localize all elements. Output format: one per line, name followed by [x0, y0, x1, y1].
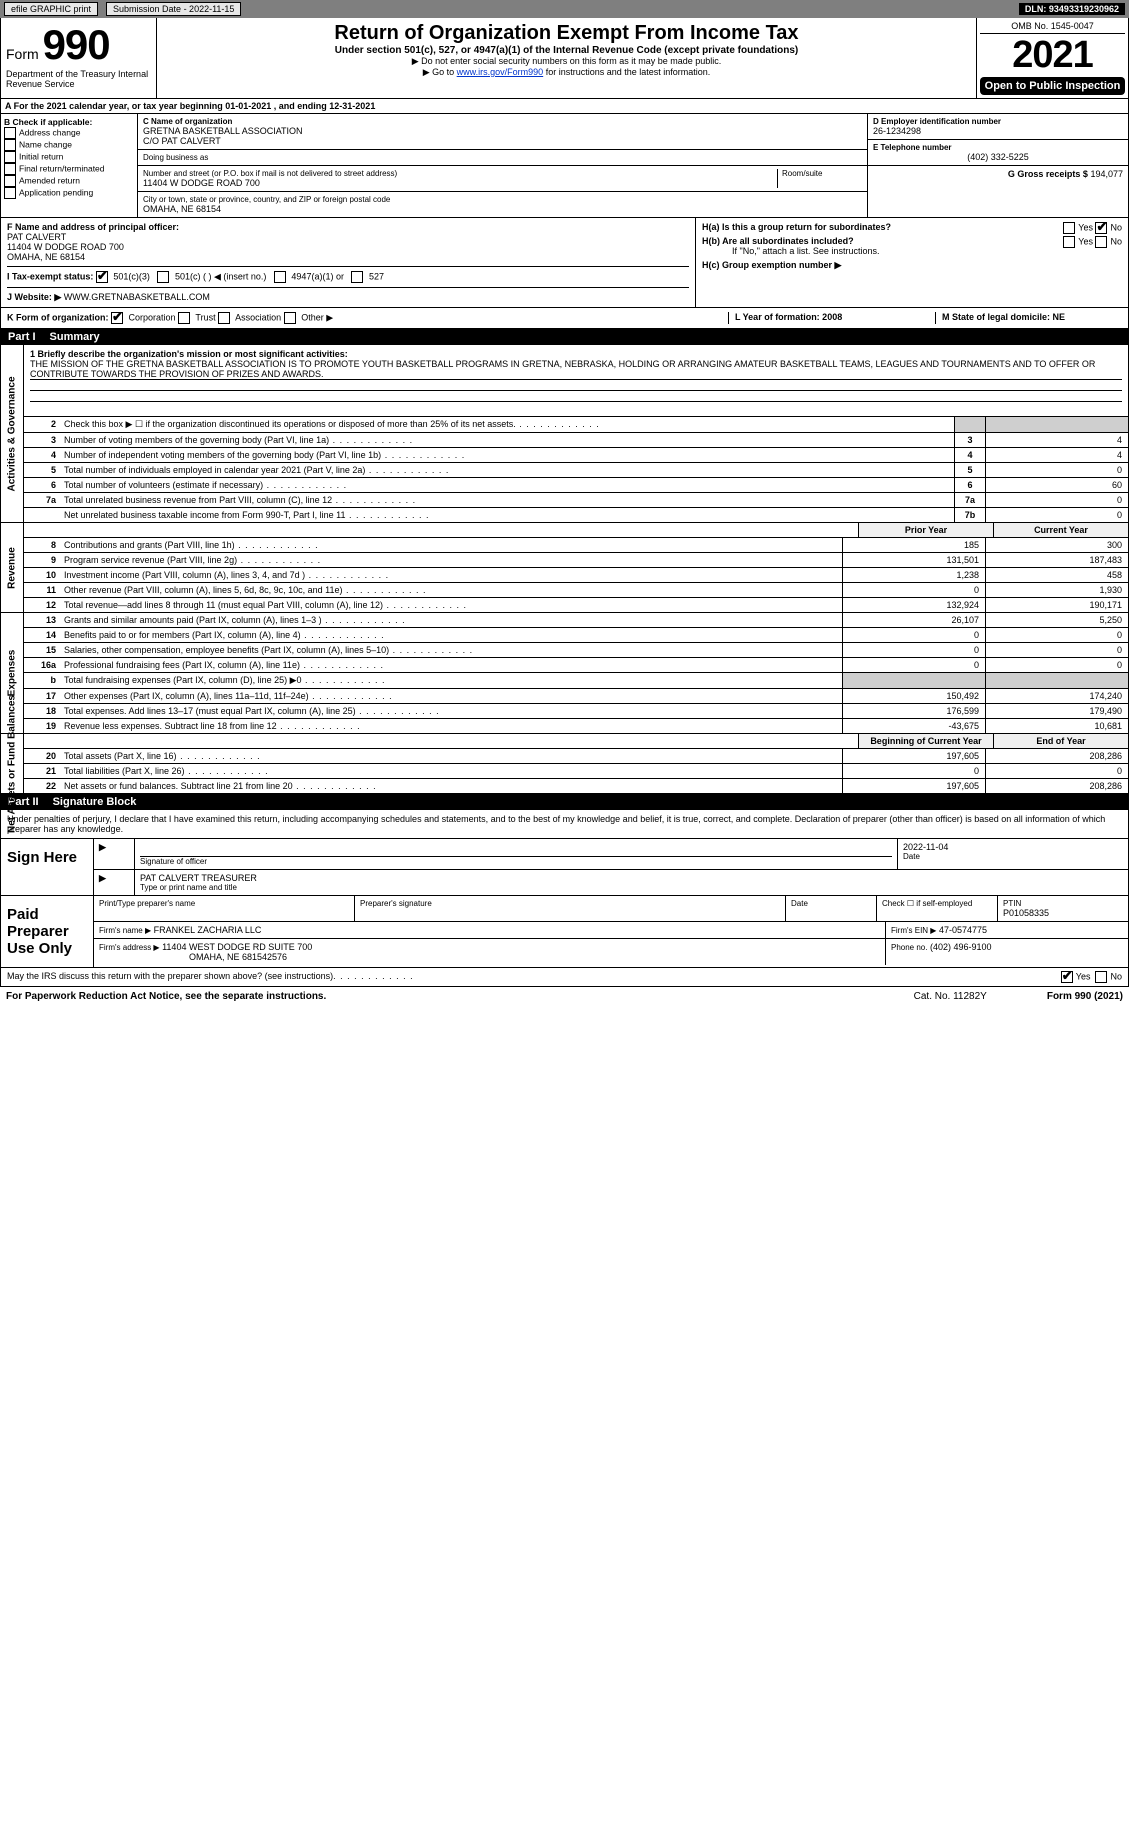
row-a: A For the 2021 calendar year, or tax yea… — [0, 99, 1129, 114]
table-row: 18Total expenses. Add lines 13–17 (must … — [24, 704, 1128, 719]
paperwork-footer: For Paperwork Reduction Act Notice, see … — [0, 987, 1129, 1006]
paid-preparer-block: Paid Preparer Use Only Print/Type prepar… — [0, 896, 1129, 968]
form-header: Form 990 Department of the Treasury Inte… — [0, 18, 1129, 99]
gov-line: 7aTotal unrelated business revenue from … — [24, 493, 1128, 508]
gross-row: G Gross receipts $ 194,077 — [868, 166, 1128, 182]
mission-box: 1 Briefly describe the organization's mi… — [24, 345, 1128, 417]
ein-row: D Employer identification number 26-1234… — [868, 114, 1128, 140]
table-row: 12Total revenue—add lines 8 through 11 (… — [24, 598, 1128, 612]
form-subtitle: Under section 501(c), 527, or 4947(a)(1)… — [163, 45, 970, 56]
cb-pending: Application pending — [4, 187, 134, 199]
cb-initial: Initial return — [4, 151, 134, 163]
row-klm: K Form of organization: Corporation Trus… — [0, 308, 1129, 329]
phone-row: E Telephone number (402) 332-5225 — [868, 140, 1128, 166]
tab-revenue: Revenue — [7, 547, 18, 589]
open-public-badge: Open to Public Inspection — [980, 77, 1125, 95]
city-row: City or town, state or province, country… — [138, 192, 867, 217]
table-row: 22Net assets or fund balances. Subtract … — [24, 779, 1128, 793]
form-label: Form — [6, 46, 39, 62]
table-row: 11Other revenue (Part VIII, column (A), … — [24, 583, 1128, 598]
efile-label: efile GRAPHIC print — [4, 2, 98, 16]
col-b-checkboxes: B Check if applicable: Address change Na… — [1, 114, 138, 217]
cb-address: Address change — [4, 127, 134, 139]
hb-row: H(b) Are all subordinates included? Yes … — [702, 236, 1122, 256]
f-label: F Name and address of principal officer: — [7, 222, 179, 232]
ha-row: H(a) Is this a group return for subordin… — [702, 222, 1122, 232]
website: WWW.GRETNABASKETBALL.COM — [64, 292, 210, 302]
dln: DLN: 93493319230962 — [1019, 3, 1125, 15]
table-row: 19Revenue less expenses. Subtract line 1… — [24, 719, 1128, 733]
netassets-block: Net Assets or Fund Balances Beginning of… — [0, 734, 1129, 794]
cb-501c3 — [96, 271, 108, 283]
table-row: 17Other expenses (Part IX, column (A), l… — [24, 689, 1128, 704]
governance-block: Activities & Governance 1 Briefly descri… — [0, 345, 1129, 523]
table-row: 9Program service revenue (Part VIII, lin… — [24, 553, 1128, 568]
gov-line: 4Number of independent voting members of… — [24, 448, 1128, 463]
f-addr2: OMAHA, NE 68154 — [7, 252, 85, 262]
part1-header: Part I Summary — [0, 329, 1129, 345]
table-row: 14Benefits paid to or for members (Part … — [24, 628, 1128, 643]
table-row: 16aProfessional fundraising fees (Part I… — [24, 658, 1128, 673]
part2-header: Part II Signature Block — [0, 794, 1129, 810]
tab-netassets: Net Assets or Fund Balances — [7, 694, 18, 832]
cb-final: Final return/terminated — [4, 163, 134, 175]
org-name-row: C Name of organization GRETNA BASKETBALL… — [138, 114, 867, 150]
tab-expenses: Expenses — [7, 650, 18, 697]
sig-declaration: Under penalties of perjury, I declare th… — [0, 810, 1129, 839]
submission-date: Submission Date - 2022-11-15 — [106, 2, 241, 16]
b-label: B Check if applicable: — [4, 117, 134, 127]
top-bar: efile GRAPHIC print Submission Date - 20… — [0, 0, 1129, 18]
dept-treasury: Department of the Treasury Internal Reve… — [6, 69, 151, 89]
ssn-note: ▶ Do not enter social security numbers o… — [163, 56, 970, 67]
tab-governance: Activities & Governance — [7, 376, 18, 491]
link-note: ▶ Go to www.irs.gov/Form990 for instruct… — [163, 67, 970, 78]
gov-line: Net unrelated business taxable income fr… — [24, 508, 1128, 522]
entity-grid: B Check if applicable: Address change Na… — [0, 114, 1129, 218]
table-row: bTotal fundraising expenses (Part IX, co… — [24, 673, 1128, 689]
table-row: 20Total assets (Part X, line 16)197,6052… — [24, 749, 1128, 764]
discuss-row: May the IRS discuss this return with the… — [0, 968, 1129, 987]
gov-line: 6Total number of volunteers (estimate if… — [24, 478, 1128, 493]
gov-line: 2Check this box ▶ ☐ if the organization … — [24, 417, 1128, 433]
form-title: Return of Organization Exempt From Incom… — [163, 22, 970, 45]
omb-number: OMB No. 1545-0047 — [980, 21, 1125, 34]
f-addr1: 11404 W DODGE ROAD 700 — [7, 242, 124, 252]
gov-line: 3Number of voting members of the governi… — [24, 433, 1128, 448]
gov-line: 5Total number of individuals employed in… — [24, 463, 1128, 478]
irs-link[interactable]: www.irs.gov/Form990 — [457, 67, 544, 77]
f-name: PAT CALVERT — [7, 232, 66, 242]
tax-year: 2021 — [980, 34, 1125, 77]
table-row: 10Investment income (Part VIII, column (… — [24, 568, 1128, 583]
form-number: 990 — [43, 21, 110, 68]
table-row: 21Total liabilities (Part X, line 26)00 — [24, 764, 1128, 779]
street-row: Number and street (or P.O. box if mail i… — [138, 166, 867, 192]
cb-name: Name change — [4, 139, 134, 151]
section-fghij: F Name and address of principal officer:… — [0, 218, 1129, 308]
table-row: 13Grants and similar amounts paid (Part … — [24, 613, 1128, 628]
expenses-block: Expenses 13Grants and similar amounts pa… — [0, 613, 1129, 734]
form-number-box: Form 990 Department of the Treasury Inte… — [1, 18, 157, 98]
sign-here-block: Sign Here ▶ Signature of officer 2022-11… — [0, 839, 1129, 896]
hc-row: H(c) Group exemption number ▶ — [702, 260, 1122, 271]
dba-row: Doing business as — [138, 150, 867, 166]
table-row: 15Salaries, other compensation, employee… — [24, 643, 1128, 658]
cb-amended: Amended return — [4, 175, 134, 187]
revenue-block: Revenue Prior Year Current Year 8Contrib… — [0, 523, 1129, 613]
table-row: 8Contributions and grants (Part VIII, li… — [24, 538, 1128, 553]
